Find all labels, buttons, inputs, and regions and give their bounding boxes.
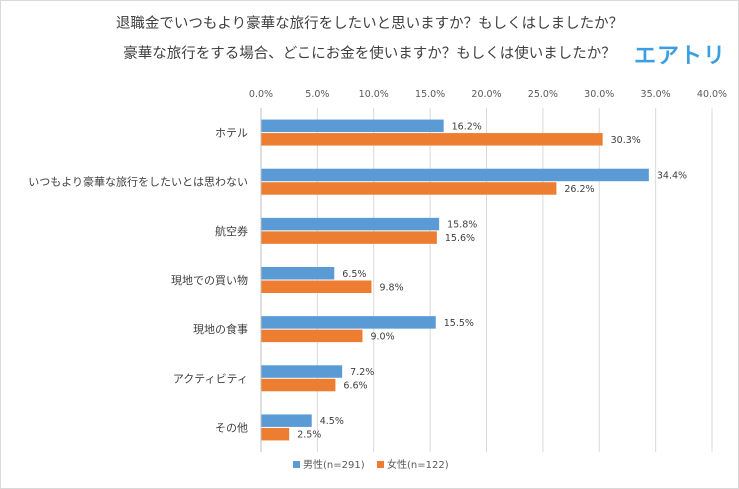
bar-female bbox=[261, 329, 363, 343]
bar-female bbox=[261, 133, 603, 146]
x-tick-label: 15.0% bbox=[415, 89, 445, 100]
data-label-male: 34.4% bbox=[657, 170, 687, 181]
data-label-female: 26.2% bbox=[564, 184, 594, 195]
bar-female bbox=[261, 378, 336, 392]
x-tick-label: 5.0% bbox=[305, 89, 329, 100]
legend-label-male: 男性(n=291) bbox=[303, 458, 365, 471]
bar-male bbox=[261, 168, 649, 182]
x-tick-label: 0.0% bbox=[249, 89, 273, 100]
category-label: ホテル bbox=[215, 127, 248, 140]
bar-male bbox=[261, 365, 343, 378]
data-label-male: 4.5% bbox=[320, 416, 344, 427]
category-label: 現地の食事 bbox=[193, 322, 248, 336]
data-label-male: 15.5% bbox=[444, 318, 474, 329]
bar-female bbox=[261, 280, 372, 293]
x-tick-label: 30.0% bbox=[584, 89, 614, 100]
legend-swatch-male bbox=[293, 461, 300, 468]
data-label-female: 9.0% bbox=[370, 331, 394, 342]
category-label: いつもより豪華な旅行をしたいとは思わない bbox=[28, 175, 248, 189]
bar-male bbox=[261, 414, 312, 427]
x-tick-label: 35.0% bbox=[641, 89, 671, 100]
x-tick-label: 20.0% bbox=[471, 89, 501, 100]
data-label-female: 9.8% bbox=[379, 282, 403, 293]
legend-label-female: 女性(n=122) bbox=[387, 458, 449, 471]
bar-male bbox=[261, 217, 440, 231]
bar-male bbox=[261, 119, 444, 133]
airtrip-logo: エアトリ bbox=[634, 44, 727, 69]
bar-male bbox=[261, 267, 335, 280]
category-label: 現地での買い物 bbox=[171, 273, 248, 287]
data-label-female: 2.5% bbox=[297, 430, 321, 441]
category-label: アクティビティ bbox=[173, 372, 248, 385]
category-label: その他 bbox=[215, 421, 248, 434]
legend-swatch-female bbox=[377, 461, 384, 468]
x-tick-label: 10.0% bbox=[359, 89, 389, 100]
category-label: 航空券 bbox=[215, 224, 248, 238]
bar-male bbox=[261, 316, 436, 329]
x-tick-label: 25.0% bbox=[528, 89, 558, 100]
bar-female bbox=[261, 231, 437, 244]
data-label-female: 15.6% bbox=[445, 233, 475, 244]
data-label-female: 6.6% bbox=[343, 381, 367, 392]
data-label-male: 16.2% bbox=[452, 121, 482, 132]
data-label-male: 6.5% bbox=[342, 269, 366, 280]
x-tick-label: 40.0% bbox=[697, 89, 727, 100]
bar-female bbox=[261, 182, 557, 195]
data-label-male: 15.8% bbox=[447, 220, 477, 231]
chart-title-line-2: 豪華な旅行をする場合、どこにお金を使いますか？もしくは使いましたか？ bbox=[123, 46, 616, 62]
data-label-female: 30.3% bbox=[611, 135, 641, 146]
chart-title-line-1: 退職金でいつもより豪華な旅行をしたいと思いますか？もしくはしましたか？ bbox=[115, 16, 624, 32]
data-label-male: 7.2% bbox=[350, 367, 374, 378]
bar-female bbox=[261, 427, 290, 441]
